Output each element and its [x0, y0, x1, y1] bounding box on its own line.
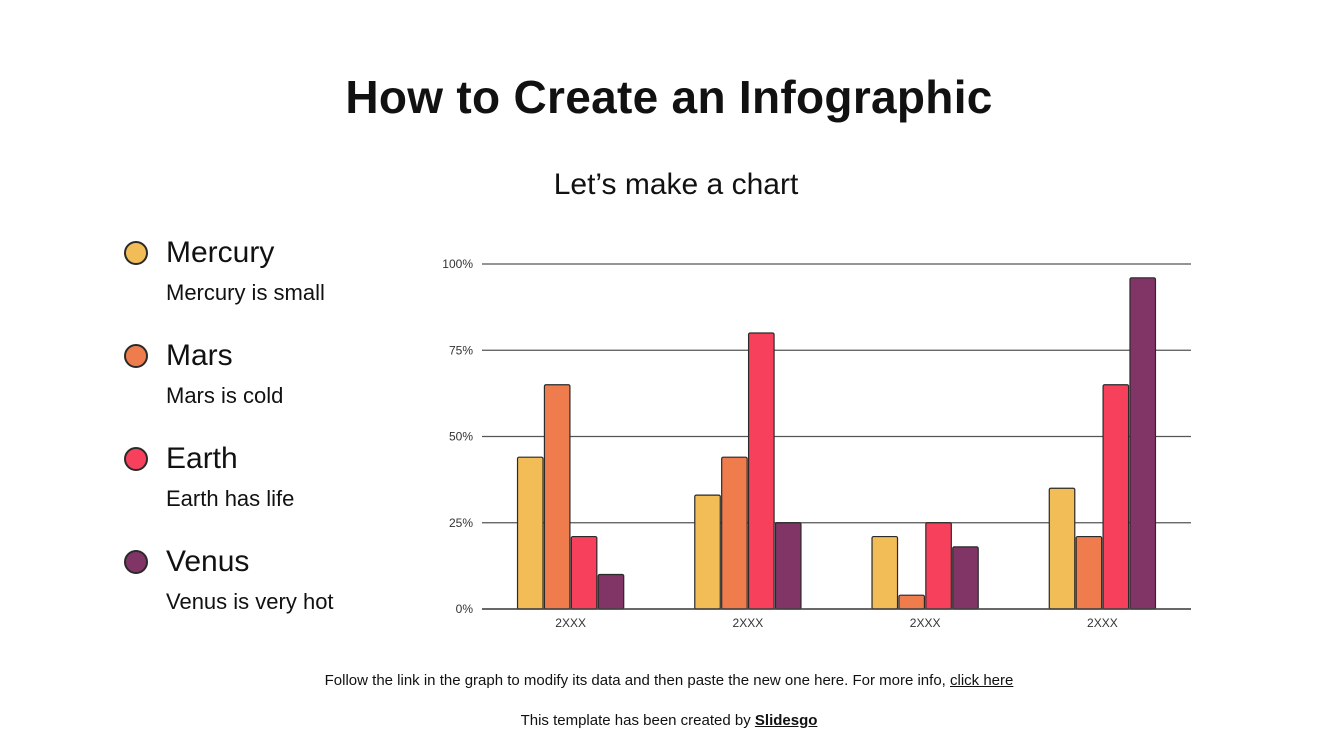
y-tick-label: 25%	[449, 516, 473, 530]
y-tick-label: 100%	[442, 257, 473, 271]
bar-venus	[1129, 277, 1157, 610]
bar-earth	[925, 522, 952, 610]
credit-text: This template has been created by	[520, 712, 755, 729]
legend-desc: Earth has life	[166, 486, 295, 511]
x-tick-label: 2XXX	[733, 616, 764, 630]
bar-venus	[597, 573, 625, 610]
bar-mercury	[1048, 487, 1076, 610]
bar-mars	[1075, 535, 1103, 610]
bar-venus	[952, 546, 979, 610]
legend-name: Earth	[166, 442, 238, 475]
bar-earth	[747, 332, 775, 610]
bar-mercury	[694, 494, 721, 610]
bar-mars	[721, 456, 748, 610]
legend-desc: Venus is very hot	[166, 589, 334, 614]
legend-desc: Mercury is small	[166, 280, 325, 305]
mercury-dot-icon	[124, 241, 148, 265]
x-tick-label: 2XXX	[1087, 616, 1118, 630]
venus-dot-icon	[124, 550, 148, 574]
bar-mercury	[871, 535, 899, 610]
slidesgo-link[interactable]: Slidesgo	[754, 712, 818, 729]
legend-desc: Mars is cold	[166, 383, 284, 408]
chart-subtitle: Let’s make a chart	[553, 168, 799, 201]
legend-name: Mars	[166, 339, 233, 372]
bar-mercury	[516, 456, 544, 610]
y-tick-label: 0%	[456, 602, 474, 616]
footer-note: Follow the link in the graph to modify i…	[0, 672, 1338, 689]
y-tick-label: 50%	[449, 430, 473, 444]
bar-mars	[543, 384, 571, 610]
legend-name: Mercury	[166, 236, 275, 269]
legend-name: Venus	[166, 545, 250, 578]
earth-dot-icon	[124, 447, 148, 471]
x-tick-label: 2XXX	[555, 616, 586, 630]
footer-text: Follow the link in the graph to modify i…	[324, 672, 950, 689]
x-tick-label: 2XXX	[910, 616, 941, 630]
click-here-link[interactable]: click here	[950, 672, 1014, 689]
y-tick-label: 75%	[449, 343, 473, 357]
bar-earth	[1102, 384, 1130, 610]
bar-venus	[774, 522, 802, 610]
slide-title: How to Create an Infographic	[345, 71, 993, 123]
credit-line: This template has been created by Slides…	[0, 712, 1338, 729]
mars-dot-icon	[124, 344, 148, 368]
bar-earth	[570, 535, 598, 610]
bar-mars	[898, 594, 926, 610]
